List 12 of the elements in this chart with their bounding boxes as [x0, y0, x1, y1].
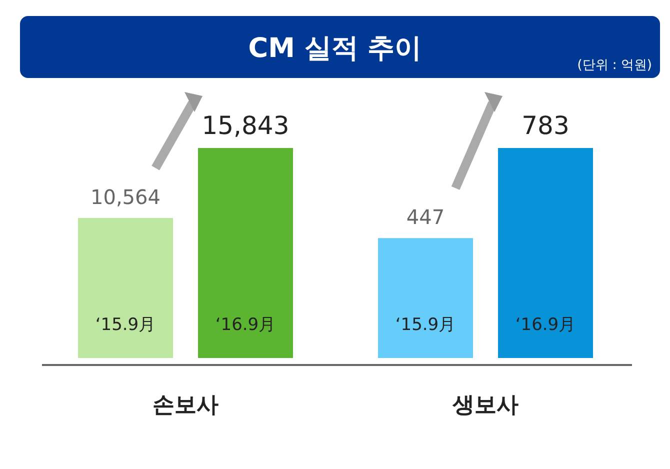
x-tick-label: ‘16.9月: [215, 315, 276, 335]
x-tick-label: ‘15.9月: [395, 315, 456, 335]
text: (단위 : 억원): [577, 58, 652, 73]
x-axis-title: 손보사: [152, 393, 218, 418]
x-tick-label: ‘16.9月: [515, 315, 576, 335]
x-tick-label: ‘15.9月: [95, 315, 156, 335]
data-label: 15,843: [202, 111, 290, 140]
chart-title: CM 실적 추이: [248, 33, 422, 64]
data-label: 10,564: [90, 184, 160, 209]
data-label: 783: [522, 111, 570, 140]
x-axis-title: 생보사: [452, 393, 518, 418]
data-label: 447: [406, 205, 445, 230]
